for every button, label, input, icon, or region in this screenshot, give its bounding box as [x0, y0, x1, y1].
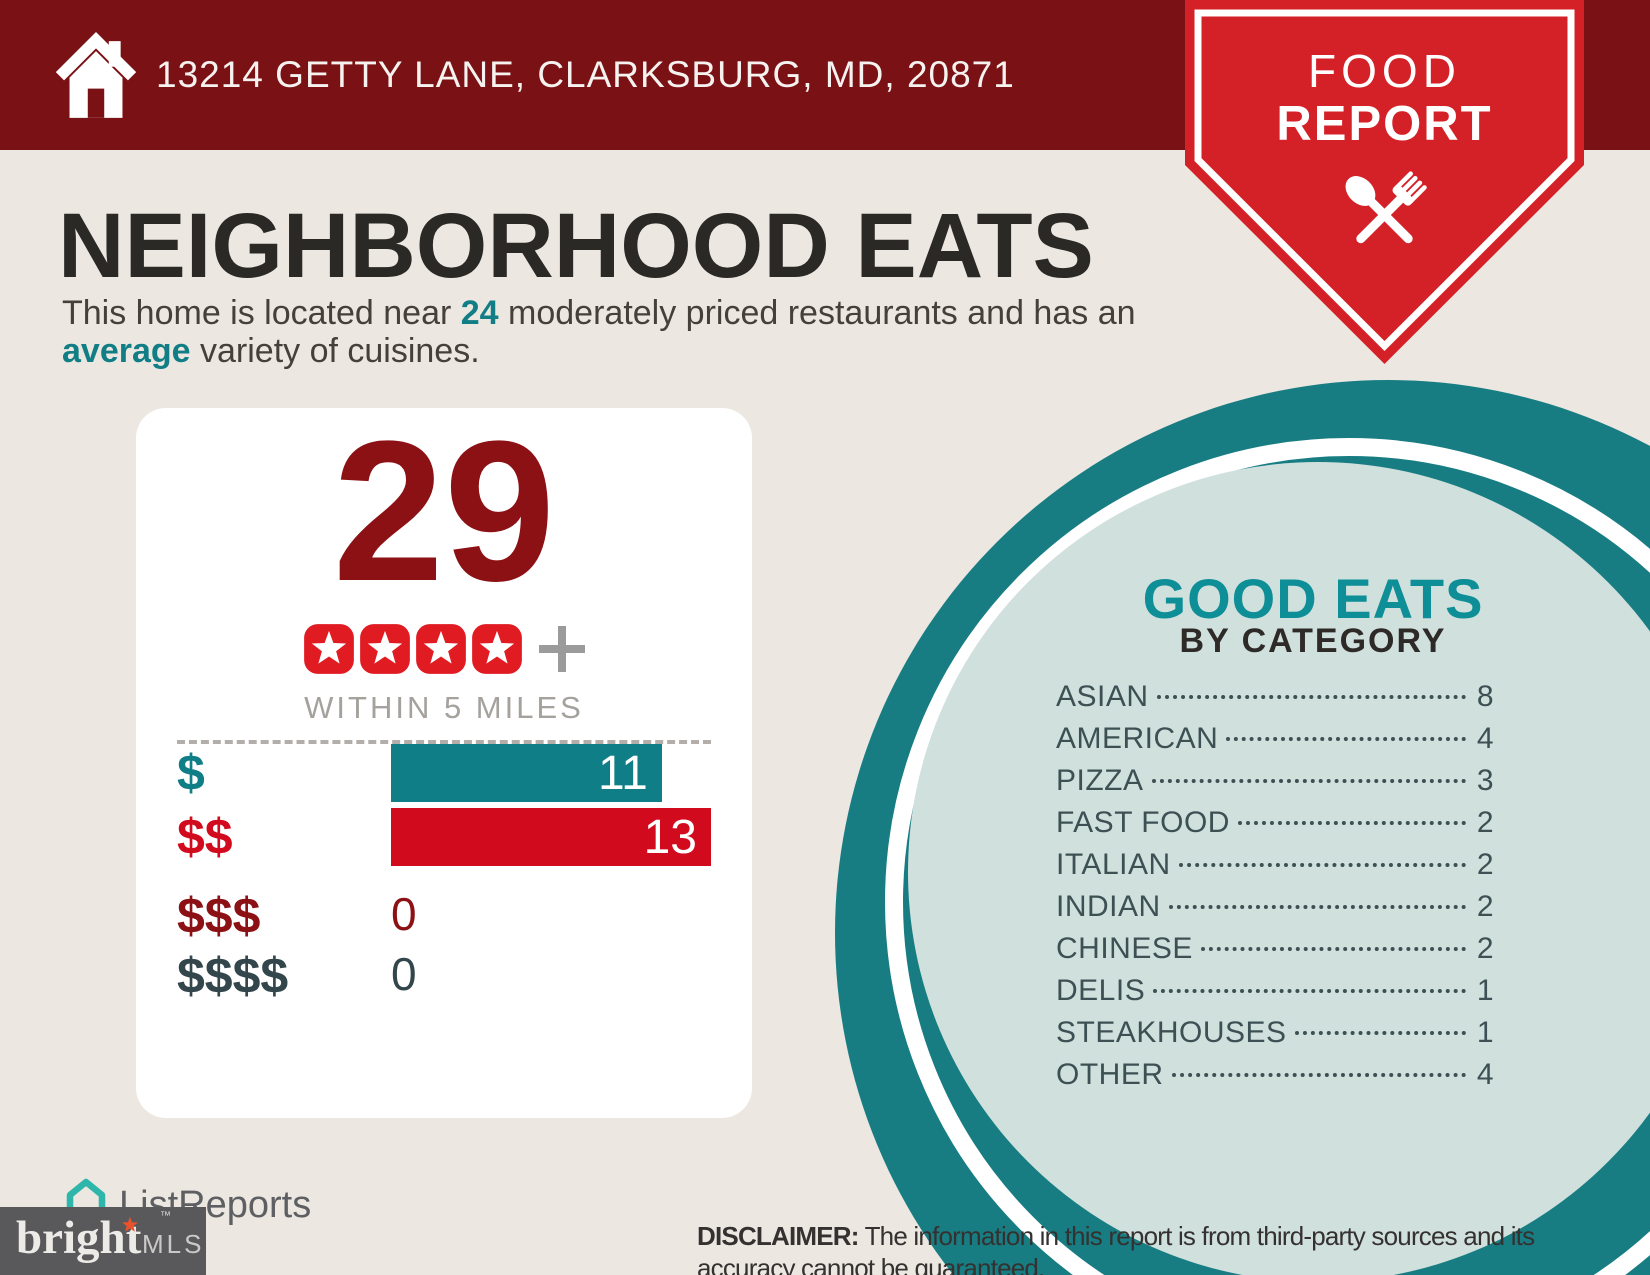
good-eats-subtitle: BY CATEGORY: [1179, 622, 1447, 660]
category-label: PIZZA: [1056, 764, 1144, 797]
ribbon-shape: [1185, 0, 1584, 364]
category-row: CHINESE 2: [1056, 932, 1494, 974]
bar-track: 0: [391, 887, 711, 945]
restaurant-total-count: 29: [332, 400, 556, 623]
star-icon: [122, 1216, 138, 1232]
category-label: INDIAN: [1056, 890, 1161, 923]
intro-highlight: average: [62, 332, 191, 370]
bar-track: 13: [391, 808, 711, 866]
dotted-leader: [1294, 1031, 1466, 1035]
property-address: 13214 GETTY LANE, CLARKSBURG, MD, 20871: [156, 54, 1015, 95]
dotted-leader: [1237, 821, 1466, 825]
bar-moderate: 13: [391, 808, 711, 866]
yelp-star-icon: [472, 624, 522, 674]
yelp-star-icon: [304, 624, 354, 674]
category-value: 3: [1476, 764, 1494, 797]
good-eats-title: GOOD EATS: [1142, 567, 1484, 630]
restaurant-count: 24: [460, 294, 499, 332]
dotted-leader: [1171, 1073, 1466, 1077]
category-value: 1: [1476, 1016, 1494, 1049]
crossed-spoon-fork-icon: [1345, 171, 1427, 244]
yelp-star-icon: [360, 624, 410, 674]
price-tier-label: $$$$: [177, 948, 289, 1004]
category-row: ITALIAN 2: [1056, 848, 1494, 890]
category-value: 2: [1476, 848, 1494, 881]
category-label: CHINESE: [1056, 932, 1193, 965]
bar-value: 11: [597, 746, 648, 800]
category-row: ASIAN 8: [1056, 680, 1494, 722]
disclaimer: DISCLAIMER: The information in this repo…: [697, 1220, 1536, 1275]
category-label: AMERICAN: [1056, 722, 1219, 755]
intro-segment: moderately priced restaurants and has an: [498, 294, 1136, 332]
disclaimer-label: DISCLAIMER:: [697, 1221, 859, 1251]
category-label: ITALIAN: [1056, 848, 1171, 881]
mls-wordmark: MLS: [142, 1229, 205, 1259]
category-value: 1: [1476, 974, 1494, 1007]
dotted-leader: [1200, 947, 1466, 951]
dotted-leader: [1178, 863, 1466, 867]
house-outline-icon: [66, 1178, 106, 1220]
intro-segment: variety of cuisines.: [190, 332, 480, 370]
category-value: 4: [1476, 722, 1494, 755]
bar-track: 11: [391, 744, 711, 802]
category-value: 2: [1476, 932, 1494, 965]
category-label: ASIAN: [1056, 680, 1149, 713]
bright-mls-logo: bright ™ MLS: [0, 1207, 206, 1275]
category-value: 2: [1476, 806, 1494, 839]
category-row: STEAKHOUSES 1: [1056, 1016, 1494, 1058]
category-row: AMERICAN 4: [1056, 722, 1494, 764]
category-row: DELIS 1: [1056, 974, 1494, 1016]
plus-icon: [539, 626, 585, 672]
radius-label: WITHIN 5 MILES: [304, 690, 584, 725]
dotted-leader: [1168, 905, 1466, 909]
dotted-leader: [1153, 989, 1466, 993]
dotted-leader: [1151, 779, 1466, 783]
price-tier-label: $$: [177, 809, 233, 865]
bar-value: 13: [643, 810, 697, 864]
page-title: NEIGHBORHOOD EATS: [58, 195, 1094, 297]
dotted-leader: [1226, 737, 1466, 741]
category-row: OTHER 4: [1056, 1058, 1494, 1100]
category-label: DELIS: [1056, 974, 1146, 1007]
price-row-4: $$$$ 0: [177, 946, 711, 1006]
category-label: FAST FOOD: [1056, 806, 1230, 839]
restaurant-stat-card: 29 WITHIN 5 MILES $ 11 $$ 13 $: [136, 408, 752, 1118]
bar-value-zero: 0: [391, 948, 417, 1000]
bar-value-zero: 0: [391, 888, 417, 940]
category-label: STEAKHOUSES: [1056, 1016, 1287, 1049]
price-row-2: $$ 13: [177, 808, 711, 866]
price-row-3: $$$ 0: [177, 886, 711, 946]
ribbon-title-line1: FOOD: [1308, 45, 1461, 97]
trademark-symbol: ™: [160, 1210, 171, 1222]
food-report-ribbon: FOOD REPORT: [1185, 0, 1584, 364]
price-row-1: $ 11: [177, 744, 711, 802]
price-tier-label: $: [177, 745, 205, 801]
category-list: ASIAN 8 AMERICAN 4 PIZZA 3 FAST FOOD 2 ITALI…: [1056, 680, 1494, 1100]
home-icon: [55, 32, 137, 118]
category-row: FAST FOOD 2: [1056, 806, 1494, 848]
disclaimer-line2: accuracy cannot be guaranteed.: [697, 1253, 1045, 1275]
yelp-star-icon: [416, 624, 466, 674]
category-value: 2: [1476, 890, 1494, 923]
category-label: OTHER: [1056, 1058, 1164, 1091]
ribbon-title-line2: REPORT: [1276, 97, 1493, 151]
bar-track: 0: [391, 947, 711, 1005]
category-value: 4: [1476, 1058, 1494, 1091]
disclaimer-text: The information in this report is from t…: [858, 1221, 1536, 1251]
dotted-leader: [1156, 695, 1466, 699]
disclaimer-line1: DISCLAIMER: The information in this repo…: [697, 1220, 1536, 1252]
dashed-divider: [177, 740, 711, 744]
bar-cheap: 11: [391, 744, 662, 802]
intro-segment: This home is located near: [62, 294, 461, 332]
category-row: PIZZA 3: [1056, 764, 1494, 806]
rating-stars: [136, 623, 752, 675]
category-value: 8: [1476, 680, 1494, 713]
category-row: INDIAN 2: [1056, 890, 1494, 932]
intro-paragraph: This home is located near 24 moderately …: [62, 294, 1137, 370]
price-tier-label: $$$: [177, 888, 261, 944]
bright-wordmark: bright: [16, 1212, 142, 1264]
